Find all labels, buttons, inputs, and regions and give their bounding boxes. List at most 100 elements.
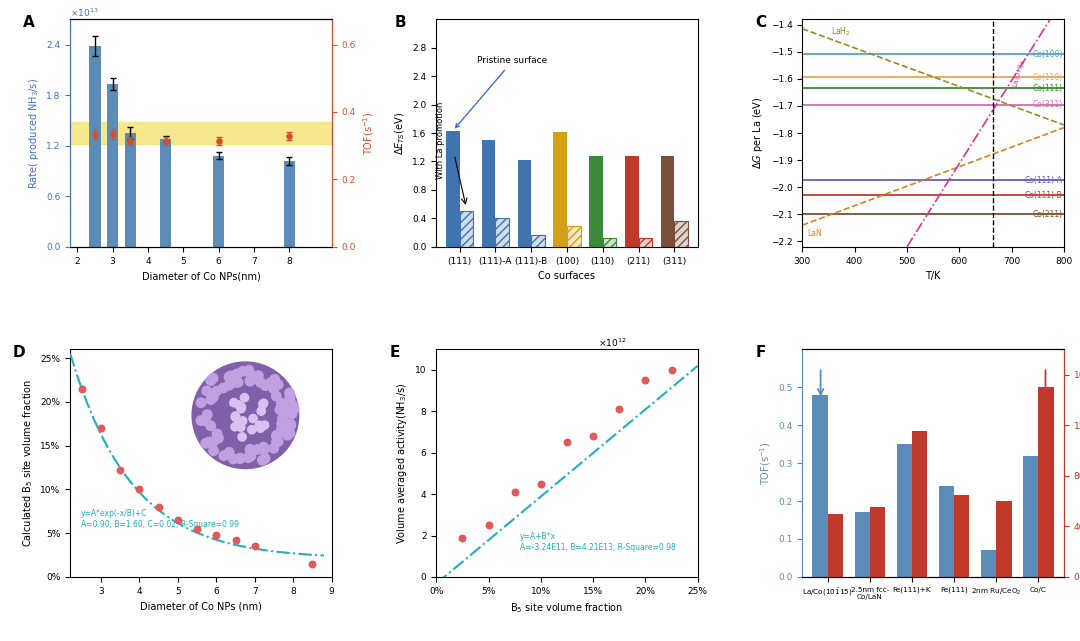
X-axis label: Diameter of Co NPs(nm): Diameter of Co NPs(nm) — [141, 271, 260, 281]
Bar — [674, 221, 688, 247]
Y-axis label: Calculated B$_5$ site volume fraction: Calculated B$_5$ site volume fraction — [21, 379, 35, 547]
Text: C: C — [755, 15, 767, 29]
Bar — [124, 133, 136, 247]
Bar — [590, 156, 603, 247]
Point — [281, 130, 298, 140]
Text: E: E — [389, 345, 400, 360]
Bar — [981, 551, 997, 577]
Y-axis label: $\Delta G$ per La (eV): $\Delta G$ per La (eV) — [752, 97, 765, 169]
Bar — [517, 160, 531, 247]
Bar — [107, 84, 118, 247]
Bar — [912, 431, 927, 577]
Bar — [1039, 387, 1054, 577]
Bar — [70, 122, 332, 144]
Bar — [603, 238, 617, 247]
Text: $\times10^{13}$: $\times10^{13}$ — [70, 6, 98, 19]
Bar — [603, 238, 617, 247]
Text: Co(111)-B: Co(111)-B — [1025, 191, 1063, 200]
Point — [104, 129, 121, 139]
Bar — [812, 395, 827, 577]
Bar — [1024, 456, 1039, 577]
Point — [637, 375, 654, 385]
Text: Pristine surface: Pristine surface — [456, 56, 548, 128]
Point — [92, 423, 109, 433]
Point — [532, 479, 550, 489]
Point — [558, 437, 576, 447]
Bar — [896, 444, 912, 577]
Bar — [997, 501, 1012, 577]
Bar — [625, 156, 638, 247]
Text: Co(100): Co(100) — [1032, 50, 1063, 59]
Bar — [954, 495, 970, 577]
Text: Co(311): Co(311) — [1032, 100, 1063, 109]
Text: LaH$_2$: LaH$_2$ — [832, 25, 851, 38]
Text: B: B — [394, 15, 406, 29]
X-axis label: Co surfaces: Co surfaces — [539, 271, 595, 281]
Point — [131, 484, 148, 494]
Bar — [661, 156, 674, 247]
Point — [584, 431, 602, 441]
Text: y=A+B*x
A=-3.24E11, B=4.21E13, R-Square=0.98: y=A+B*x A=-3.24E11, B=4.21E13, R-Square=… — [519, 532, 676, 552]
Bar — [567, 226, 581, 247]
Text: F: F — [755, 345, 766, 360]
Point — [86, 129, 104, 139]
Point — [303, 559, 321, 569]
Text: A: A — [23, 15, 35, 29]
Bar — [496, 219, 509, 247]
Text: Co(111): Co(111) — [1032, 84, 1063, 93]
Point — [454, 533, 471, 543]
Y-axis label: Volume averaged activity(NH$_3$/s): Volume averaged activity(NH$_3$/s) — [395, 383, 409, 544]
Bar — [160, 139, 172, 247]
Bar — [90, 46, 100, 247]
Point — [507, 487, 524, 497]
Bar — [854, 512, 869, 577]
Bar — [638, 238, 652, 247]
Point — [480, 520, 497, 530]
Bar — [553, 131, 567, 247]
X-axis label: T/K: T/K — [926, 271, 941, 281]
Point — [122, 135, 139, 146]
Point — [210, 135, 227, 146]
Point — [246, 541, 264, 551]
Text: With La promotion: With La promotion — [436, 101, 445, 179]
Point — [227, 535, 244, 545]
Point — [610, 404, 627, 415]
Y-axis label: $\Delta E_{TS}$(eV): $\Delta E_{TS}$(eV) — [393, 112, 406, 154]
Y-axis label: TOF(s$^{-1}$): TOF(s$^{-1}$) — [362, 112, 376, 155]
Y-axis label: TOF(s$^{-1}$): TOF(s$^{-1}$) — [758, 441, 772, 485]
Y-axis label: Rate( produced NH$_3$/s): Rate( produced NH$_3$/s) — [27, 78, 41, 188]
Bar — [531, 235, 544, 247]
Bar — [869, 507, 885, 577]
Text: $\times10^{12}$: $\times10^{12}$ — [598, 337, 626, 349]
Text: D: D — [13, 345, 25, 360]
Text: y=A*exp(-x/B)+C
A=0.90, B=1.60, C=0.02, R-Square=0.99: y=A*exp(-x/B)+C A=0.90, B=1.60, C=0.02, … — [81, 510, 239, 529]
Bar — [674, 221, 688, 247]
Bar — [460, 212, 473, 247]
Bar — [446, 131, 460, 247]
Bar — [567, 226, 581, 247]
Bar — [827, 513, 842, 577]
Point — [150, 502, 167, 512]
Text: La(OH)$_3$: La(OH)$_3$ — [1011, 58, 1028, 89]
Bar — [213, 156, 225, 247]
Bar — [939, 486, 954, 577]
Point — [73, 383, 91, 394]
Point — [111, 465, 129, 475]
Bar — [460, 212, 473, 247]
Bar — [284, 161, 295, 247]
Bar — [531, 235, 544, 247]
Text: Co(111)-A: Co(111)-A — [1025, 176, 1063, 185]
X-axis label: Diameter of Co NPs (nm): Diameter of Co NPs (nm) — [140, 601, 261, 611]
Point — [663, 365, 680, 375]
Bar — [638, 238, 652, 247]
Point — [188, 524, 205, 534]
Point — [157, 135, 174, 146]
X-axis label: B$_5$ site volume fraction: B$_5$ site volume fraction — [511, 601, 623, 615]
Text: Co(110): Co(110) — [1032, 73, 1063, 82]
Point — [207, 529, 225, 540]
Text: Co(211): Co(211) — [1032, 210, 1063, 219]
Bar — [482, 140, 496, 247]
Text: LaN: LaN — [808, 229, 822, 238]
Point — [170, 515, 187, 525]
Bar — [496, 219, 509, 247]
